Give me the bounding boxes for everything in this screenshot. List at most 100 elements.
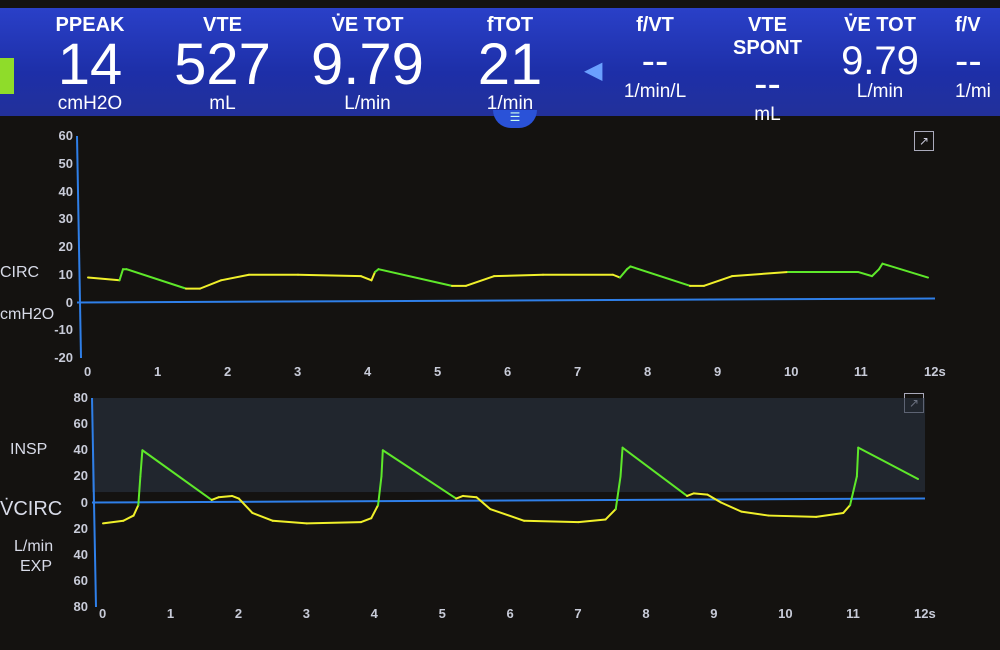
param-ftot[interactable]: fTOT 21 1/min <box>465 14 555 115</box>
waveform-segment <box>614 475 622 511</box>
param-f-v[interactable]: f/V -- 1/mi <box>955 14 1000 103</box>
waveform-segment <box>720 501 743 513</box>
waveform-segment <box>767 514 818 518</box>
y-tick-label: 0 <box>80 494 88 510</box>
param-unit: 1/min/L <box>623 81 687 102</box>
param-vte[interactable]: VTE 527 mL <box>165 14 280 115</box>
y-tick-label: 40 <box>73 442 88 458</box>
param-value: 21 <box>477 32 543 97</box>
waveform-segment <box>692 492 709 496</box>
x-tick-label: 1 <box>166 606 175 621</box>
x-tick-label: 3 <box>302 606 310 621</box>
y-tick-label: 20 <box>73 520 88 536</box>
y-tick-label: 10 <box>58 266 73 282</box>
flow-unit-label: L/min <box>14 538 54 555</box>
collapse-handle-icon[interactable]: ☰ <box>493 110 537 128</box>
param-ve-tot-2[interactable]: V̇E TOT 9.79 L/min <box>835 14 925 103</box>
plot-highlight <box>92 398 925 493</box>
waveform-segment <box>220 273 250 282</box>
param-label: V̇E TOT <box>844 14 916 36</box>
waveform-segment <box>139 449 144 478</box>
param-value: -- <box>955 39 982 83</box>
waveform-segment <box>686 492 695 497</box>
y-tick-label: 0 <box>65 294 73 310</box>
param-label: fTOT <box>486 14 534 36</box>
y-tick-label: -10 <box>54 322 73 338</box>
x-tick-label: 1 <box>154 364 162 379</box>
scroll-left-icon[interactable]: ◀ <box>584 57 603 84</box>
waveform-segment <box>251 511 274 522</box>
waveform-segment <box>132 504 140 517</box>
waveform-segment <box>461 494 478 499</box>
waveform-segment <box>102 519 125 525</box>
param-unit: L/min <box>856 81 904 102</box>
waveform-segment <box>604 508 617 521</box>
x-tick-label: 5 <box>438 606 446 621</box>
param-value: 9.79 <box>311 32 424 97</box>
waveform-segment <box>706 493 723 504</box>
param-value: -- <box>641 39 669 83</box>
waveform-segment <box>881 262 929 279</box>
waveform-segment <box>740 510 770 517</box>
x-tick-label: 0 <box>84 364 92 379</box>
waveform-segment <box>217 494 234 499</box>
param-unit: cmH2O <box>57 93 123 114</box>
waveform-segment <box>577 518 607 524</box>
param-value: -- <box>754 62 781 106</box>
expand-pressure-icon[interactable]: ↗ <box>914 131 934 151</box>
y-tick-label: 60 <box>73 572 88 588</box>
waveform-segment <box>377 268 453 287</box>
param-label: f/VT <box>636 14 674 36</box>
waveform-segment <box>815 511 845 518</box>
param-f-vt[interactable]: f/VT -- 1/min/L <box>610 14 700 103</box>
waveform-segment <box>871 268 880 278</box>
x-tick-label: 8 <box>642 606 650 621</box>
x-tick-label: 2 <box>224 364 232 379</box>
x-tick-label: 6 <box>504 364 512 379</box>
waveform-segment <box>380 449 384 478</box>
x-tick-label: 9 <box>710 606 718 621</box>
waveform-segment <box>857 446 919 480</box>
param-value: 14 <box>57 32 123 97</box>
waveform-segment <box>87 276 121 282</box>
exp-label: EXP <box>20 558 53 575</box>
waveform-segment <box>199 279 222 290</box>
param-vte-spont[interactable]: VTE SPONT -- mL <box>715 14 820 126</box>
param-value: 527 <box>174 32 271 97</box>
waveform-segment <box>297 273 362 278</box>
param-unit: 1/min <box>486 93 534 114</box>
waveform-segment <box>878 262 884 271</box>
waveform-segment <box>849 475 858 507</box>
param-label: f/V <box>955 14 981 36</box>
waveform-segment <box>271 519 308 525</box>
param-ve-tot[interactable]: V̇E TOT 9.79 L/min <box>300 14 435 115</box>
param-label: VTE SPONT <box>733 14 802 59</box>
waveform-segment <box>619 446 624 478</box>
waveform-segment <box>137 475 142 507</box>
insp-label: INSP <box>10 441 48 458</box>
parameter-bar: PPEAK 14 cmH2O VTE 527 mL V̇E TOT 9.79 L/min f… <box>0 8 1000 125</box>
waveform-segment <box>141 449 213 501</box>
x-tick-label: 4 <box>364 364 372 379</box>
y-tick-label: 60 <box>58 128 73 143</box>
param-value: 9.79 <box>841 39 919 83</box>
param-unit: mL <box>209 93 236 114</box>
waveform-segment <box>305 521 363 525</box>
x-tick-label: 7 <box>574 606 582 621</box>
param-label: VTE <box>203 14 242 36</box>
y-tick-label: 40 <box>58 183 73 199</box>
alarm-indicator[interactable] <box>0 58 14 94</box>
waveform-segment <box>619 268 628 279</box>
waveform-segment <box>612 273 621 279</box>
waveform-segment <box>629 265 691 287</box>
x-tick-label: 10 <box>784 364 799 379</box>
param-label: V̇E TOT <box>331 14 404 36</box>
waveform-segment <box>703 275 733 287</box>
waveform-segment <box>370 504 380 520</box>
pressure-side-label: CIRC <box>0 264 40 281</box>
waveform-segment <box>377 475 383 507</box>
x-tick-label: 12s <box>924 364 946 379</box>
param-ppeak[interactable]: PPEAK 14 cmH2O <box>40 14 140 115</box>
